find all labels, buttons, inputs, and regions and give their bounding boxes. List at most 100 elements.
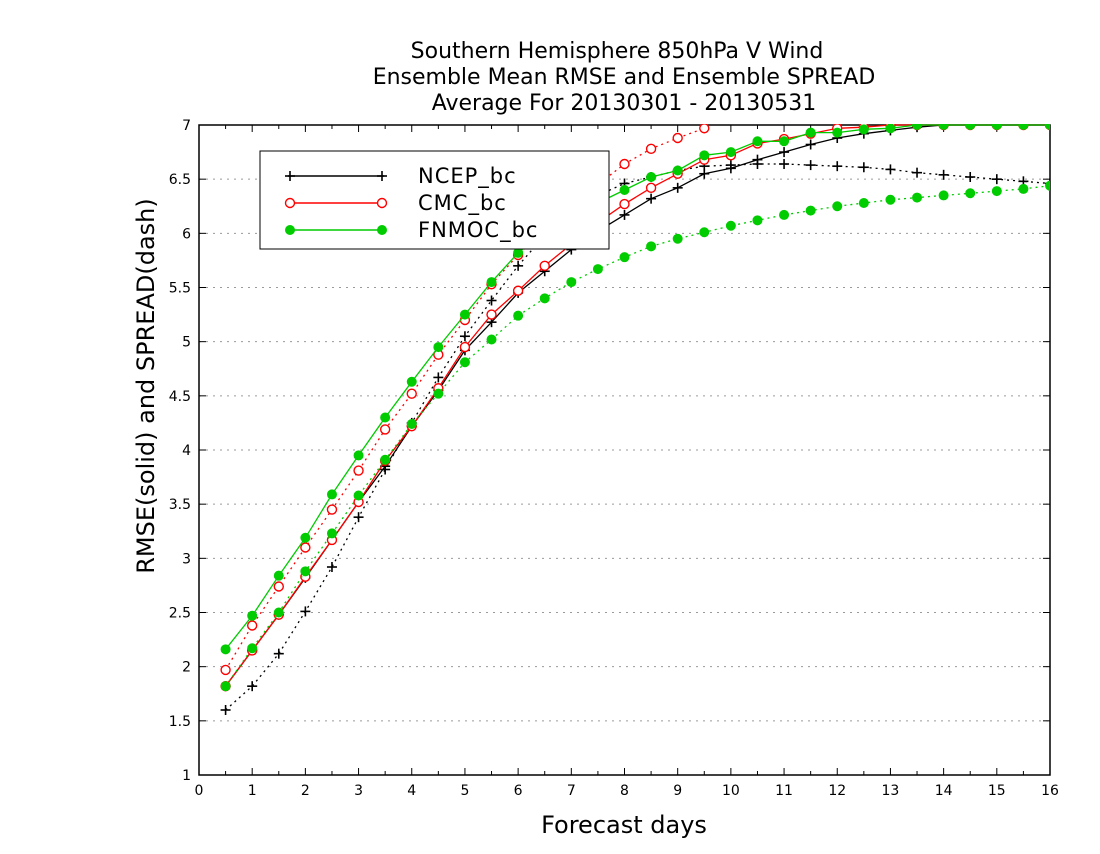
data-point — [353, 465, 364, 476]
x-tick-label: 13 — [882, 783, 900, 799]
legend-marker-start — [284, 197, 296, 209]
x-tick-label: 2 — [301, 783, 310, 799]
data-point — [459, 309, 470, 320]
x-tick-label: 7 — [567, 783, 576, 799]
data-point — [300, 532, 311, 543]
legend-label: FNMOC_bc — [418, 218, 538, 243]
data-point — [273, 607, 284, 618]
data-point — [699, 227, 710, 238]
data-point — [273, 581, 284, 592]
y-tick-label: 2.5 — [169, 606, 191, 622]
data-point — [220, 664, 231, 676]
x-tick-label: 11 — [775, 783, 793, 799]
x-tick-label: 15 — [988, 783, 1006, 799]
data-point — [247, 681, 258, 692]
x-tick-label: 14 — [935, 783, 953, 799]
x-axis-ticks: 0 1 2 3 4 5 6 7 8 9 10 11 12 13 14 15 16 — [195, 783, 1059, 799]
legend-label: NCEP_bc — [418, 164, 517, 189]
data-point — [326, 528, 337, 539]
data-point — [885, 124, 896, 134]
data-point — [592, 264, 603, 275]
data-point — [1045, 180, 1050, 191]
y-axis-label: RMSE(solid) and SPREAD(dash) — [132, 198, 160, 574]
data-point — [646, 193, 657, 204]
series-ncep-bc-spread — [220, 159, 1050, 715]
data-point — [326, 504, 338, 515]
data-point — [885, 194, 896, 205]
data-point — [486, 277, 497, 288]
data-point — [938, 124, 949, 130]
y-tick-label: 5 — [182, 335, 191, 351]
x-tick-label: 1 — [248, 783, 257, 799]
data-point — [512, 285, 524, 296]
data-point — [646, 241, 657, 252]
data-point — [300, 542, 311, 553]
legend-marker-start — [285, 225, 295, 235]
data-point — [858, 124, 869, 135]
y-tick-label: 7 — [182, 118, 191, 134]
x-tick-label: 12 — [828, 783, 846, 799]
data-point — [832, 127, 843, 138]
data-point — [752, 136, 763, 147]
data-point — [646, 172, 657, 182]
data-point — [619, 198, 630, 210]
data-point — [858, 198, 869, 208]
data-point — [938, 169, 949, 180]
data-point — [353, 512, 364, 523]
data-point — [459, 341, 471, 353]
data-point — [832, 161, 843, 172]
data-point — [672, 233, 683, 244]
legend-item: CMC_bc — [284, 191, 507, 216]
data-point — [699, 150, 710, 161]
legend-marker-end — [376, 197, 388, 209]
data-point — [380, 464, 391, 475]
legend-label: CMC_bc — [418, 191, 507, 216]
data-point — [1045, 124, 1050, 130]
data-point — [965, 172, 976, 182]
data-point — [645, 182, 657, 194]
x-tick-label: 6 — [514, 783, 523, 799]
data-point — [273, 570, 284, 581]
data-point — [326, 562, 337, 572]
data-point — [779, 136, 790, 147]
data-point — [459, 331, 470, 342]
legend-marker-start — [285, 171, 295, 181]
data-point — [326, 489, 337, 500]
axes — [198, 124, 1051, 776]
data-point — [566, 277, 577, 288]
data-point — [247, 643, 258, 654]
data-point — [725, 160, 736, 171]
data-point — [619, 209, 630, 220]
y-tick-label: 2 — [182, 660, 191, 676]
x-tick-label: 0 — [195, 783, 204, 799]
chart-title-line-1: Southern Hemisphere 850hPa V Wind — [411, 39, 824, 64]
data-point — [353, 490, 364, 501]
data-point — [300, 606, 311, 617]
data-point — [672, 165, 683, 176]
data-point — [805, 139, 816, 150]
data-point — [539, 293, 550, 304]
data-point — [486, 334, 497, 345]
data-point — [725, 147, 736, 158]
y-tick-label: 3 — [182, 551, 191, 567]
data-point — [220, 681, 231, 692]
y-tick-label: 4 — [182, 443, 191, 459]
data-point — [380, 412, 391, 423]
data-point — [247, 610, 258, 621]
y-tick-label: 1 — [182, 768, 191, 784]
chart-title-line-2: Ensemble Mean RMSE and Ensemble SPREAD — [373, 65, 876, 90]
legend-item: FNMOC_bc — [285, 218, 538, 243]
data-point — [513, 310, 524, 321]
legend-marker-end — [377, 225, 387, 235]
data-point — [1018, 183, 1029, 194]
data-point — [300, 566, 311, 577]
y-axis-ticks: 1 1.5 2 2.5 3 3.5 4 4.5 5 5.5 6 6.5 7 — [169, 118, 191, 784]
data-point — [991, 186, 1002, 197]
x-tick-label: 16 — [1041, 783, 1059, 799]
data-point — [725, 220, 736, 231]
x-tick-label: 10 — [722, 783, 740, 799]
data-point — [486, 295, 497, 306]
data-point — [672, 132, 683, 144]
x-tick-label: 3 — [354, 783, 363, 799]
